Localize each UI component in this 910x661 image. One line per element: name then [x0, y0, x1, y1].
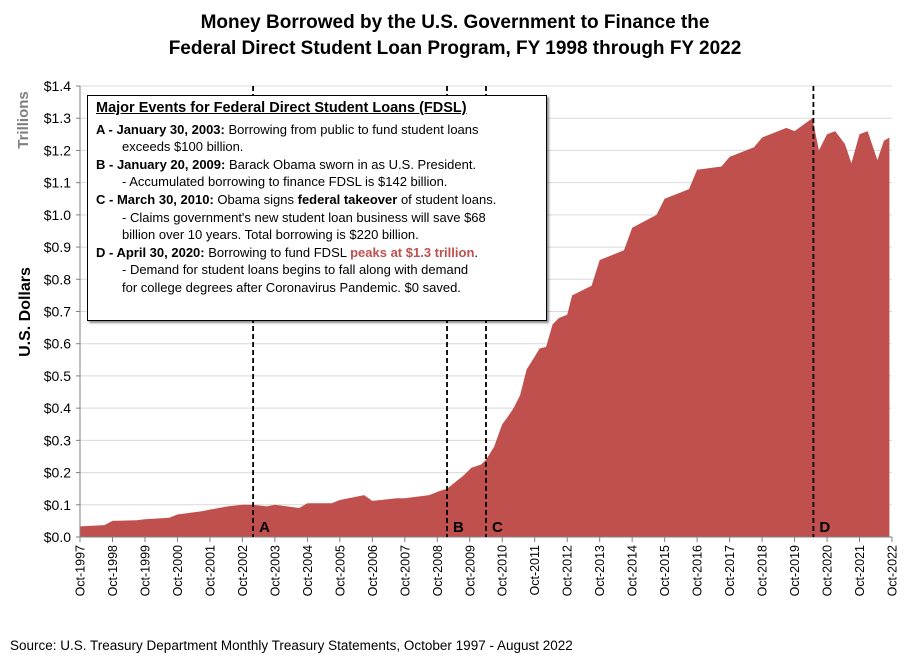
event-c-text2: of student loans. — [397, 191, 497, 207]
y-tick-label: $0.5 — [44, 368, 71, 384]
event-c-label: C - March 30, 2010: — [96, 191, 214, 207]
event-marker-label: C — [492, 519, 503, 536]
x-tick-label: Oct-2011 — [528, 545, 542, 596]
x-tick-label: Oct-2015 — [658, 545, 672, 596]
y-tick-label: $1.3 — [44, 110, 71, 126]
event-c-text1: Obama signs — [213, 191, 298, 207]
y-tick-label: $0.6 — [44, 336, 71, 352]
events-heading: Major Events for Federal Direct Student … — [96, 100, 467, 116]
event-d-end: . — [474, 244, 479, 260]
x-tick-label: Oct-2005 — [333, 545, 347, 596]
x-tick-label: Oct-2019 — [788, 545, 802, 596]
chart-title: Money Borrowed by the U.S. Government to… — [0, 10, 910, 62]
x-tick-label: Oct-1997 — [74, 545, 88, 596]
x-tick-label: Oct-1998 — [106, 545, 120, 596]
y-tick-label: $0.0 — [44, 529, 71, 545]
x-tick-label: Oct-2016 — [691, 545, 705, 596]
y-tick-label: $0.2 — [44, 465, 71, 481]
y-tick-label: $0.3 — [44, 432, 71, 448]
x-tick-label: Oct-2013 — [593, 545, 607, 596]
x-tick-label: Oct-2002 — [236, 545, 250, 596]
x-tick-label: Oct-2001 — [203, 545, 217, 596]
source-note: Source: U.S. Treasury Department Monthly… — [10, 638, 573, 653]
x-tick-label: Oct-2004 — [301, 545, 315, 596]
event-d: D - April 30, 2020: Borrowing to fund FD… — [96, 244, 538, 262]
data-area — [80, 118, 890, 537]
chart-title-line1: Money Borrowed by the U.S. Government to… — [200, 12, 710, 33]
x-tick-label: Oct-2008 — [431, 545, 445, 596]
event-b-sub: - Accumulated borrowing to finance FDSL … — [122, 174, 448, 190]
x-tick-label: Oct-2020 — [821, 545, 835, 596]
x-tick-label: Oct-2017 — [723, 545, 737, 596]
tick-labels: $0.0 $0.1 $0.2 $0.3 $0.4 $0.5 $0.6 $0.7 $0.8 $0.9… — [44, 78, 900, 596]
x-tick-label: Oct-2006 — [366, 545, 380, 596]
event-a-label: A - January 30, 2003: — [96, 121, 225, 137]
event-c-bold: federal takeover — [297, 191, 398, 207]
y-tick-label: $0.8 — [44, 271, 71, 287]
y-tick-label: $1.4 — [44, 78, 71, 94]
event-d-sub1: - Demand for student loans begins to fal… — [122, 262, 469, 278]
x-tick-label: Oct-2010 — [496, 545, 510, 596]
event-marker-label: B — [453, 519, 464, 536]
x-tick-label: Oct-2007 — [398, 545, 412, 596]
event-marker-label: A — [259, 519, 270, 536]
x-tick-label: Oct-2009 — [463, 545, 477, 596]
event-d-highlight: peaks at $1.3 trillion — [350, 244, 475, 260]
y-tick-label: $1.2 — [44, 142, 71, 158]
x-tick-label: Oct-2018 — [756, 545, 770, 596]
event-marker-label: D — [819, 519, 830, 536]
x-tick-label: Oct-2022 — [886, 545, 900, 596]
x-tick-label: Oct-1999 — [139, 545, 153, 596]
event-b: B - January 20, 2009: Barack Obama sworn… — [96, 156, 538, 174]
event-c-sub2: billion over 10 years. Total borrowing i… — [122, 227, 419, 243]
event-a-text: Borrowing from public to fund student lo… — [224, 121, 479, 137]
borrowing-area-series — [80, 118, 890, 537]
event-a: A - January 30, 2003: Borrowing from pub… — [96, 121, 538, 139]
event-a-cont: exceeds $100 billion. — [122, 139, 244, 155]
y-tick-label: $0.7 — [44, 304, 71, 320]
event-d-text: Borrowing to fund FDSL — [204, 244, 351, 260]
event-d-label: D - April 30, 2020: — [96, 244, 205, 260]
event-b-label: B - January 20, 2009: — [96, 156, 226, 172]
event-b-text: Barack Obama sworn in as U.S. President. — [225, 156, 477, 172]
events-legend-box: Major Events for Federal Direct Student … — [87, 95, 547, 321]
event-d-sub2: for college degrees after Coronavirus Pa… — [122, 279, 461, 295]
y-tick-label: $1.1 — [44, 175, 71, 191]
y-tick-label: $0.9 — [44, 239, 71, 255]
y-tick-label: $0.1 — [44, 497, 71, 513]
y-axis-unit: Trillions — [15, 91, 32, 149]
x-tick-label: Oct-2012 — [561, 545, 575, 596]
x-tick-label: Oct-2003 — [268, 545, 282, 596]
y-axis-label: U.S. Dollars — [17, 267, 34, 357]
event-c: C - March 30, 2010: Obama signs federal … — [96, 191, 538, 209]
chart-title-line2: Federal Direct Student Loan Program, FY … — [168, 38, 742, 59]
y-tick-label: $1.0 — [44, 207, 71, 223]
y-tick-label: $0.4 — [44, 400, 71, 416]
x-tick-label: Oct-2021 — [853, 545, 867, 596]
x-tick-label: Oct-2000 — [171, 545, 185, 596]
event-c-sub1: - Claims government's new student loan b… — [122, 209, 486, 225]
x-tick-label: Oct-2014 — [626, 545, 640, 596]
